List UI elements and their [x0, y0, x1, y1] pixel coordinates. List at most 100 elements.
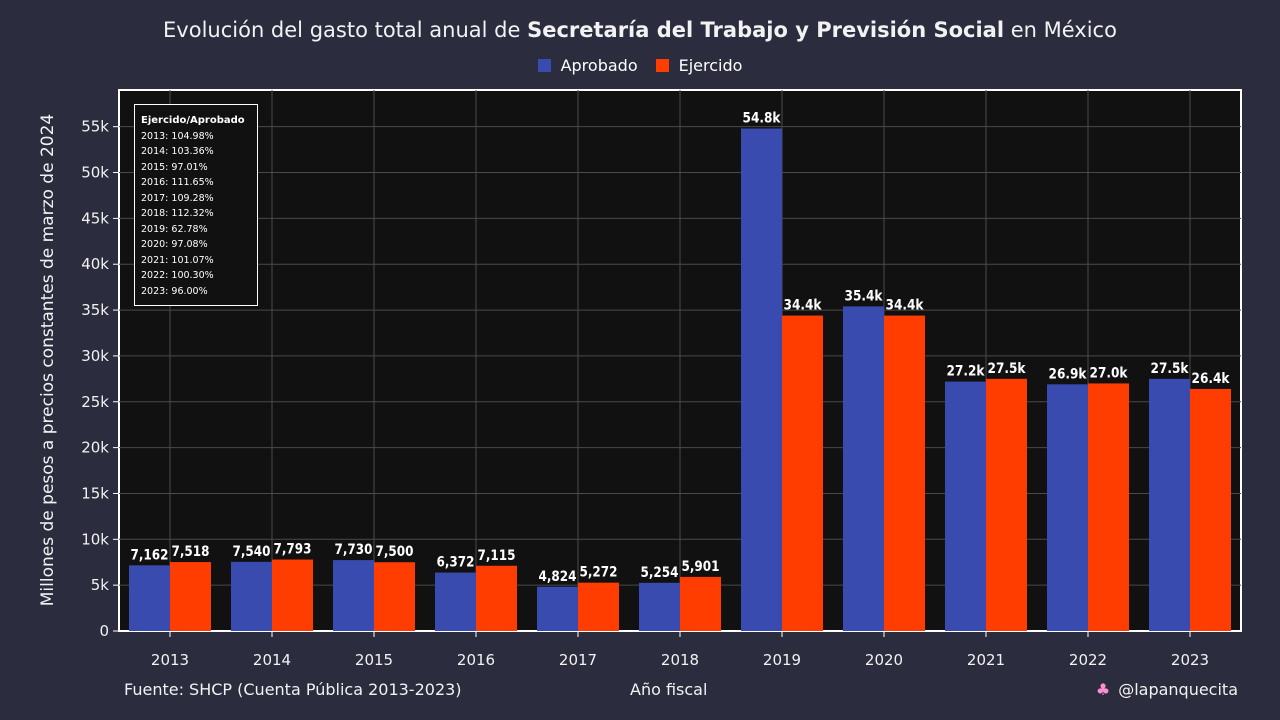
data-label-ejercido-2022: 27.0k — [1090, 365, 1129, 381]
data-label-aprobado-2020: 35.4k — [845, 288, 884, 304]
bar-ejercido-2018 — [680, 576, 721, 631]
bar-aprobado-2021 — [945, 381, 986, 631]
legend-item-ejercido: Ejercido — [655, 56, 743, 75]
bar-ejercido-2013 — [170, 562, 211, 631]
data-label-aprobado-2018: 5,254 — [641, 565, 679, 581]
x-tick-label: 2023 — [1171, 651, 1209, 669]
ratio-box: Ejercido/Aprobado 2013: 104.98% 2014: 10… — [134, 104, 258, 306]
data-label-aprobado-2022: 26.9k — [1049, 366, 1088, 382]
y-tick-label: 10k — [81, 530, 109, 548]
ratio-line-2014: 2014: 103.36% — [141, 146, 214, 157]
bar-aprobado-2017 — [537, 586, 578, 631]
data-label-ejercido-2020: 34.4k — [886, 298, 925, 314]
x-tick-label: 2020 — [865, 651, 903, 669]
bar-aprobado-2014 — [231, 561, 272, 631]
y-tick-label: 40k — [81, 255, 109, 273]
handle-text: @lapanquecita — [1118, 680, 1238, 699]
y-tick-label: 5k — [91, 576, 110, 594]
legend-swatch-aprobado — [537, 59, 551, 72]
y-axis-ticks: 0 5k 10k 15k 20k 25k 30k 35k 40k 45k 50k 55k — [81, 118, 119, 640]
legend-label-aprobado: Aprobado — [560, 56, 638, 75]
data-label-ejercido-2017: 5,272 — [580, 565, 618, 581]
legend-item-aprobado: Aprobado — [537, 56, 638, 75]
x-tick-label: 2022 — [1069, 651, 1107, 669]
y-tick-label: 0 — [99, 622, 109, 640]
y-tick-label: 20k — [81, 439, 109, 457]
data-label-aprobado-2017: 4,824 — [539, 569, 577, 585]
chart-title: Evolución del gasto total anual de Secre… — [0, 18, 1280, 42]
data-label-ejercido-2018: 5,901 — [682, 559, 720, 575]
data-label-aprobado-2015: 7,730 — [335, 542, 373, 558]
ratio-box-title: Ejercido/Aprobado — [141, 115, 245, 126]
data-label-ejercido-2014: 7,793 — [274, 542, 312, 558]
x-tick-label: 2019 — [763, 651, 801, 669]
data-label-aprobado-2021: 27.2k — [947, 364, 986, 380]
data-label-ejercido-2013: 7,518 — [172, 544, 210, 560]
bar-aprobado-2018 — [639, 582, 680, 631]
data-label-ejercido-2016: 7,115 — [478, 548, 516, 564]
x-tick-label: 2016 — [457, 651, 495, 669]
y-tick-label: 50k — [81, 164, 109, 182]
bar-ejercido-2023 — [1190, 388, 1231, 631]
data-label-aprobado-2014: 7,540 — [233, 544, 271, 560]
y-tick-label: 25k — [81, 393, 109, 411]
title-bold: Secretaría del Trabajo y Previsión Socia… — [527, 18, 1005, 42]
title-suffix: en México — [1004, 18, 1117, 42]
data-label-aprobado-2023: 27.5k — [1151, 361, 1190, 377]
x-tick-label: 2017 — [559, 651, 597, 669]
bar-ejercido-2020 — [884, 315, 925, 631]
source-note: Fuente: SHCP (Cuenta Pública 2013-2023) — [124, 680, 462, 699]
bar-aprobado-2019 — [741, 128, 782, 631]
data-label-aprobado-2013: 7,162 — [131, 547, 169, 563]
x-axis-label: Año fiscal — [630, 680, 708, 699]
bar-ejercido-2022 — [1088, 383, 1129, 631]
ratio-line-2013: 2013: 104.98% — [141, 130, 214, 142]
data-label-ejercido-2021: 27.5k — [988, 361, 1027, 377]
data-labels: 7,162 7,518 7,540 7,793 7,730 7,500 6,372 7,115… — [131, 111, 1231, 585]
data-label-ejercido-2015: 7,500 — [376, 544, 414, 560]
author-handle: ♣ @lapanquecita — [1096, 680, 1238, 699]
bar-ejercido-2021 — [986, 378, 1027, 631]
y-tick-label: 45k — [81, 209, 109, 227]
data-label-ejercido-2019: 34.4k — [784, 298, 823, 314]
bar-ejercido-2016 — [476, 565, 517, 631]
data-label-ejercido-2023: 26.4k — [1192, 371, 1231, 387]
bars — [129, 128, 1231, 631]
bar-aprobado-2016 — [435, 572, 476, 631]
bar-ejercido-2019 — [782, 315, 823, 631]
legend: Aprobado Ejercido — [0, 56, 1280, 75]
ratio-line-2022: 2022: 100.30% — [141, 270, 214, 281]
bar-aprobado-2022 — [1047, 384, 1088, 631]
x-tick-label: 2013 — [151, 651, 189, 669]
bar-aprobado-2015 — [333, 560, 374, 631]
ratio-line-2019: 2019: 62.78% — [141, 223, 208, 235]
x-tick-label: 2015 — [355, 651, 393, 669]
cupcake-icon: ♣ — [1095, 680, 1111, 699]
y-tick-label: 35k — [81, 301, 109, 319]
bar-ejercido-2015 — [374, 562, 415, 631]
bar-aprobado-2013 — [129, 565, 170, 631]
ratio-line-2018: 2018: 112.32% — [141, 208, 214, 219]
ratio-line-2015: 2015: 97.01% — [141, 161, 208, 173]
y-tick-label: 15k — [81, 484, 109, 502]
data-label-aprobado-2016: 6,372 — [437, 555, 475, 571]
title-prefix: Evolución del gasto total anual de — [163, 18, 528, 42]
x-tick-label: 2021 — [967, 651, 1005, 669]
y-tick-label: 55k — [81, 118, 109, 136]
bar-aprobado-2020 — [843, 306, 884, 631]
ratio-line-2020: 2020: 97.08% — [141, 239, 208, 250]
ratio-line-2016: 2016: 111.65% — [141, 177, 214, 188]
ratio-line-2023: 2023: 96.00% — [141, 285, 208, 297]
bar-aprobado-2023 — [1149, 378, 1190, 631]
x-tick-label: 2018 — [661, 651, 699, 669]
legend-swatch-ejercido — [655, 59, 669, 72]
x-tick-label: 2014 — [253, 651, 291, 669]
x-axis-ticks: 2013 2014 2015 2016 2017 2018 2019 2020 2021 2022… — [151, 631, 1209, 669]
bar-ejercido-2014 — [272, 559, 313, 631]
y-tick-label: 30k — [81, 347, 109, 365]
bar-ejercido-2017 — [578, 582, 619, 631]
legend-label-ejercido: Ejercido — [678, 56, 743, 75]
ratio-line-2021: 2021: 101.07% — [141, 254, 214, 266]
ratio-line-2017: 2017: 109.28% — [141, 192, 214, 204]
